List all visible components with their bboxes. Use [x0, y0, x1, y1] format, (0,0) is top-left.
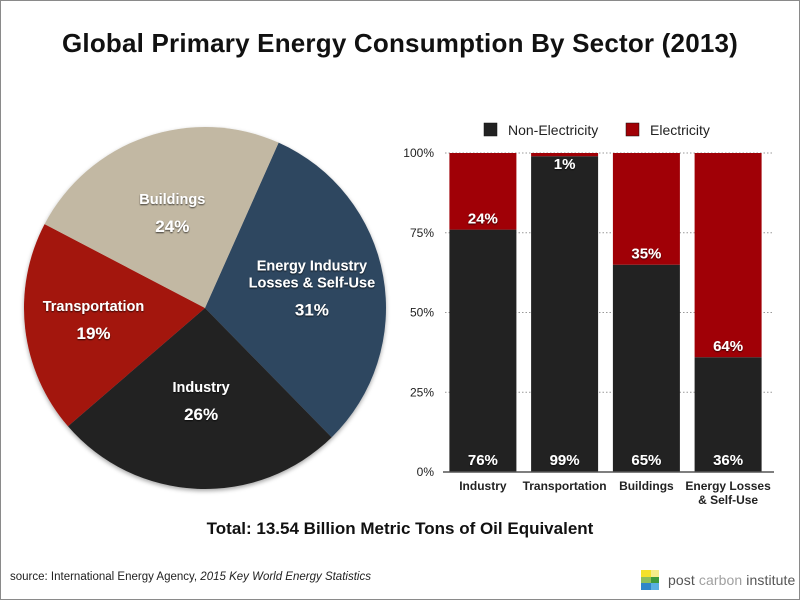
- bars: [449, 153, 762, 472]
- legend-swatch-non-electricity: [483, 122, 498, 137]
- pie-label-energy-industry-losses-and-self-use-line-2: Losses & Self-Use: [249, 275, 376, 291]
- legend-label-non-electricity: Non-Electricity: [508, 122, 598, 138]
- pie-slice-buildings: [44, 127, 279, 308]
- y-tick-label-50: 50%: [410, 306, 434, 320]
- x-category-label-transportation: Transportation: [523, 479, 607, 493]
- pie-value-transportation: 19%: [76, 324, 110, 343]
- total-caption: Total: 13.54 Billion Metric Tons of Oil …: [206, 519, 594, 538]
- bar-energy-losses-and-self-use-electricity: [694, 153, 762, 358]
- stacked-bar-chart: Non-Electricity Electricity 0% 25% 50% 75% 10…: [403, 122, 774, 507]
- bar-value-industry-electricity: 24%: [468, 211, 498, 228]
- pie-label-energy-industry-losses-and-self-use-line-1: Energy Industry: [257, 258, 367, 274]
- y-tick-label-0: 0%: [417, 465, 435, 479]
- pie-label-buildings: Buildings: [139, 192, 205, 208]
- logo-word-institute: institute: [742, 572, 796, 588]
- x-category-label-energy-losses-and-self-use-line-2: & Self-Use: [698, 493, 758, 507]
- x-category-label-buildings: Buildings: [619, 479, 674, 493]
- legend: Non-Electricity Electricity: [483, 122, 710, 138]
- source-note: source: International Energy Agency, 201…: [10, 571, 371, 583]
- pie-slice-transportation: [23, 224, 206, 427]
- bar-value-energy-losses-and-self-use-electricity: 64%: [713, 338, 743, 355]
- bar-value-energy-losses-and-self-use-non-electricity: 36%: [713, 452, 743, 469]
- y-tick-label-100: 100%: [403, 146, 434, 160]
- bar-industry-non-electricity: [449, 229, 517, 472]
- logo-word-carbon: carbon: [698, 572, 743, 588]
- source-publication: 2015 Key World Energy Statistics: [200, 571, 371, 583]
- bar-buildings-electricity: [612, 153, 680, 265]
- pie-value-industry: 26%: [184, 405, 218, 424]
- pie-value-energy-industry-losses-and-self-use: 31%: [295, 300, 329, 319]
- bar-value-transportation-electricity: 1%: [554, 156, 576, 173]
- bar-buildings-non-electricity: [612, 264, 680, 472]
- y-tick-label-75: 75%: [410, 226, 434, 240]
- bar-value-transportation-non-electricity: 99%: [550, 452, 580, 469]
- bar-value-buildings-electricity: 35%: [631, 246, 661, 263]
- pie-label-industry: Industry: [172, 380, 229, 396]
- bar-value-buildings-non-electricity: 65%: [631, 452, 661, 469]
- x-category-label-energy-losses-and-self-use-line-1: Energy Losses: [685, 479, 771, 493]
- pie-slice-industry: [67, 308, 332, 490]
- chart-title: Global Primary Energy Consumption By Sec…: [61, 28, 739, 58]
- logo-word-post: post: [668, 572, 699, 588]
- y-axis: 0% 25% 50% 75% 100%: [403, 146, 434, 479]
- pie-label-transportation: Transportation: [43, 299, 145, 315]
- y-tick-label-25: 25%: [410, 385, 434, 399]
- x-category-label-industry: Industry: [459, 479, 507, 493]
- bar-industry-electricity: [449, 153, 517, 230]
- legend-label-electricity: Electricity: [650, 122, 710, 138]
- bar-value-industry-non-electricity: 76%: [468, 452, 498, 469]
- bar-transportation-non-electricity: [531, 156, 599, 472]
- pie-value-buildings: 24%: [155, 217, 189, 236]
- legend-swatch-electricity: [625, 122, 640, 137]
- bar-transportation-electricity: [531, 153, 599, 157]
- bar-energy-losses-and-self-use-non-electricity: [694, 357, 762, 472]
- pie-slice-energy-industry-losses-and-self-use: [205, 142, 386, 438]
- post-carbon-logo-icon: [641, 570, 659, 590]
- source-prefix: source: International Energy Agency,: [10, 571, 201, 583]
- post-carbon-logo: post carbon institute: [641, 570, 795, 590]
- x-axis: Industry Transportation Buildings Energy Lo…: [443, 471, 774, 507]
- logo-text: post carbon institute: [668, 572, 795, 588]
